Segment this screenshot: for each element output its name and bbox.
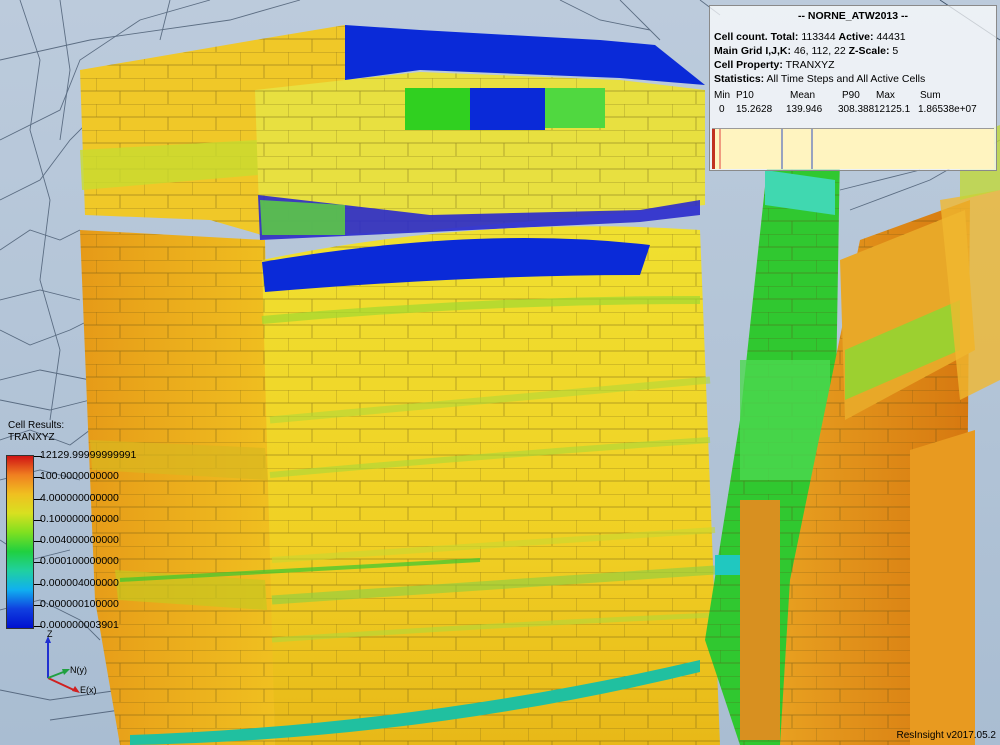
- main-grid-line: Main Grid I,J,K: 46, 112, 22 Z-Scale: 5: [714, 45, 899, 57]
- stats-max: 12125.1: [874, 104, 911, 115]
- version-label: ResInsight v2017.05.2: [896, 730, 996, 741]
- stats-header-max: Max: [876, 90, 895, 101]
- stats-p90: 308.388: [838, 104, 875, 115]
- stats-value-row: 0 15.2628 139.946 308.388 12125.1 1.8653…: [714, 104, 996, 118]
- stats-header-p90: P90: [842, 90, 860, 101]
- stats-p10: 15.2628: [736, 104, 773, 115]
- stats-sum: 1.86538e+07: [918, 104, 977, 115]
- stats-header-mean: Mean: [790, 90, 816, 101]
- legend-tick: [34, 583, 42, 585]
- legend-tick-label: 0.004000000000: [40, 534, 119, 546]
- cell-property-line: Cell Property: TRANXYZ: [714, 59, 835, 71]
- axis-z-label: Z: [47, 629, 53, 639]
- legend-tick-label: 0.100000000000: [40, 512, 119, 525]
- statistics-line: Statistics: All Time Steps and All Activ…: [714, 73, 926, 85]
- stats-mean: 139.946: [786, 104, 823, 115]
- legend-tick: [34, 541, 42, 542]
- axis-triad[interactable]: Z N(y) E(x): [38, 629, 118, 703]
- axis-e-label: E(x): [80, 685, 97, 695]
- info-box: -- NORNE_ATW2013 -- Cell count. Total: 1…: [709, 5, 997, 171]
- legend-tick: [34, 562, 42, 564]
- axis-arrows-icon: [45, 636, 80, 693]
- legend-tick-label: 4.000000000000: [40, 491, 119, 504]
- legend-tick-label: 12129.99999999991: [40, 449, 137, 461]
- stats-min: 0: [719, 104, 725, 115]
- legend-tick-label: 0.000004000000: [40, 576, 119, 589]
- legend-tick: [34, 456, 42, 457]
- stats-header-min: Min: [714, 90, 731, 101]
- legend-color-bar: [6, 455, 34, 629]
- legend-property: TRANXYZ: [8, 432, 55, 443]
- cell-count-line: Cell count. Total: 113344 Active: 44431: [714, 31, 906, 43]
- legend-tick: [34, 626, 42, 627]
- legend-tick-label: 0.000000100000: [40, 597, 119, 610]
- legend-tick-label: 0.000000003901: [40, 619, 119, 631]
- legend-tick-label: 100.0000000000: [40, 470, 119, 483]
- legend-title: Cell Results:: [8, 420, 65, 431]
- legend-tick: [34, 604, 42, 606]
- case-title: -- NORNE_ATW2013 --: [797, 10, 909, 22]
- legend-tick: [34, 477, 42, 479]
- stats-header-p10: P10: [736, 90, 754, 101]
- stats-header-row: Min P10 Mean P90 Max Sum: [714, 90, 996, 104]
- legend-tick: [34, 519, 42, 521]
- stats-header-sum: Sum: [920, 90, 941, 101]
- statistics-histogram: [712, 128, 994, 169]
- statistics-table: Min P10 Mean P90 Max Sum 0 15.2628 139.9…: [714, 90, 996, 118]
- legend-tick: [34, 498, 42, 500]
- axis-n-label: N(y): [70, 665, 87, 675]
- legend-tick-label: 0.000100000000: [40, 555, 119, 568]
